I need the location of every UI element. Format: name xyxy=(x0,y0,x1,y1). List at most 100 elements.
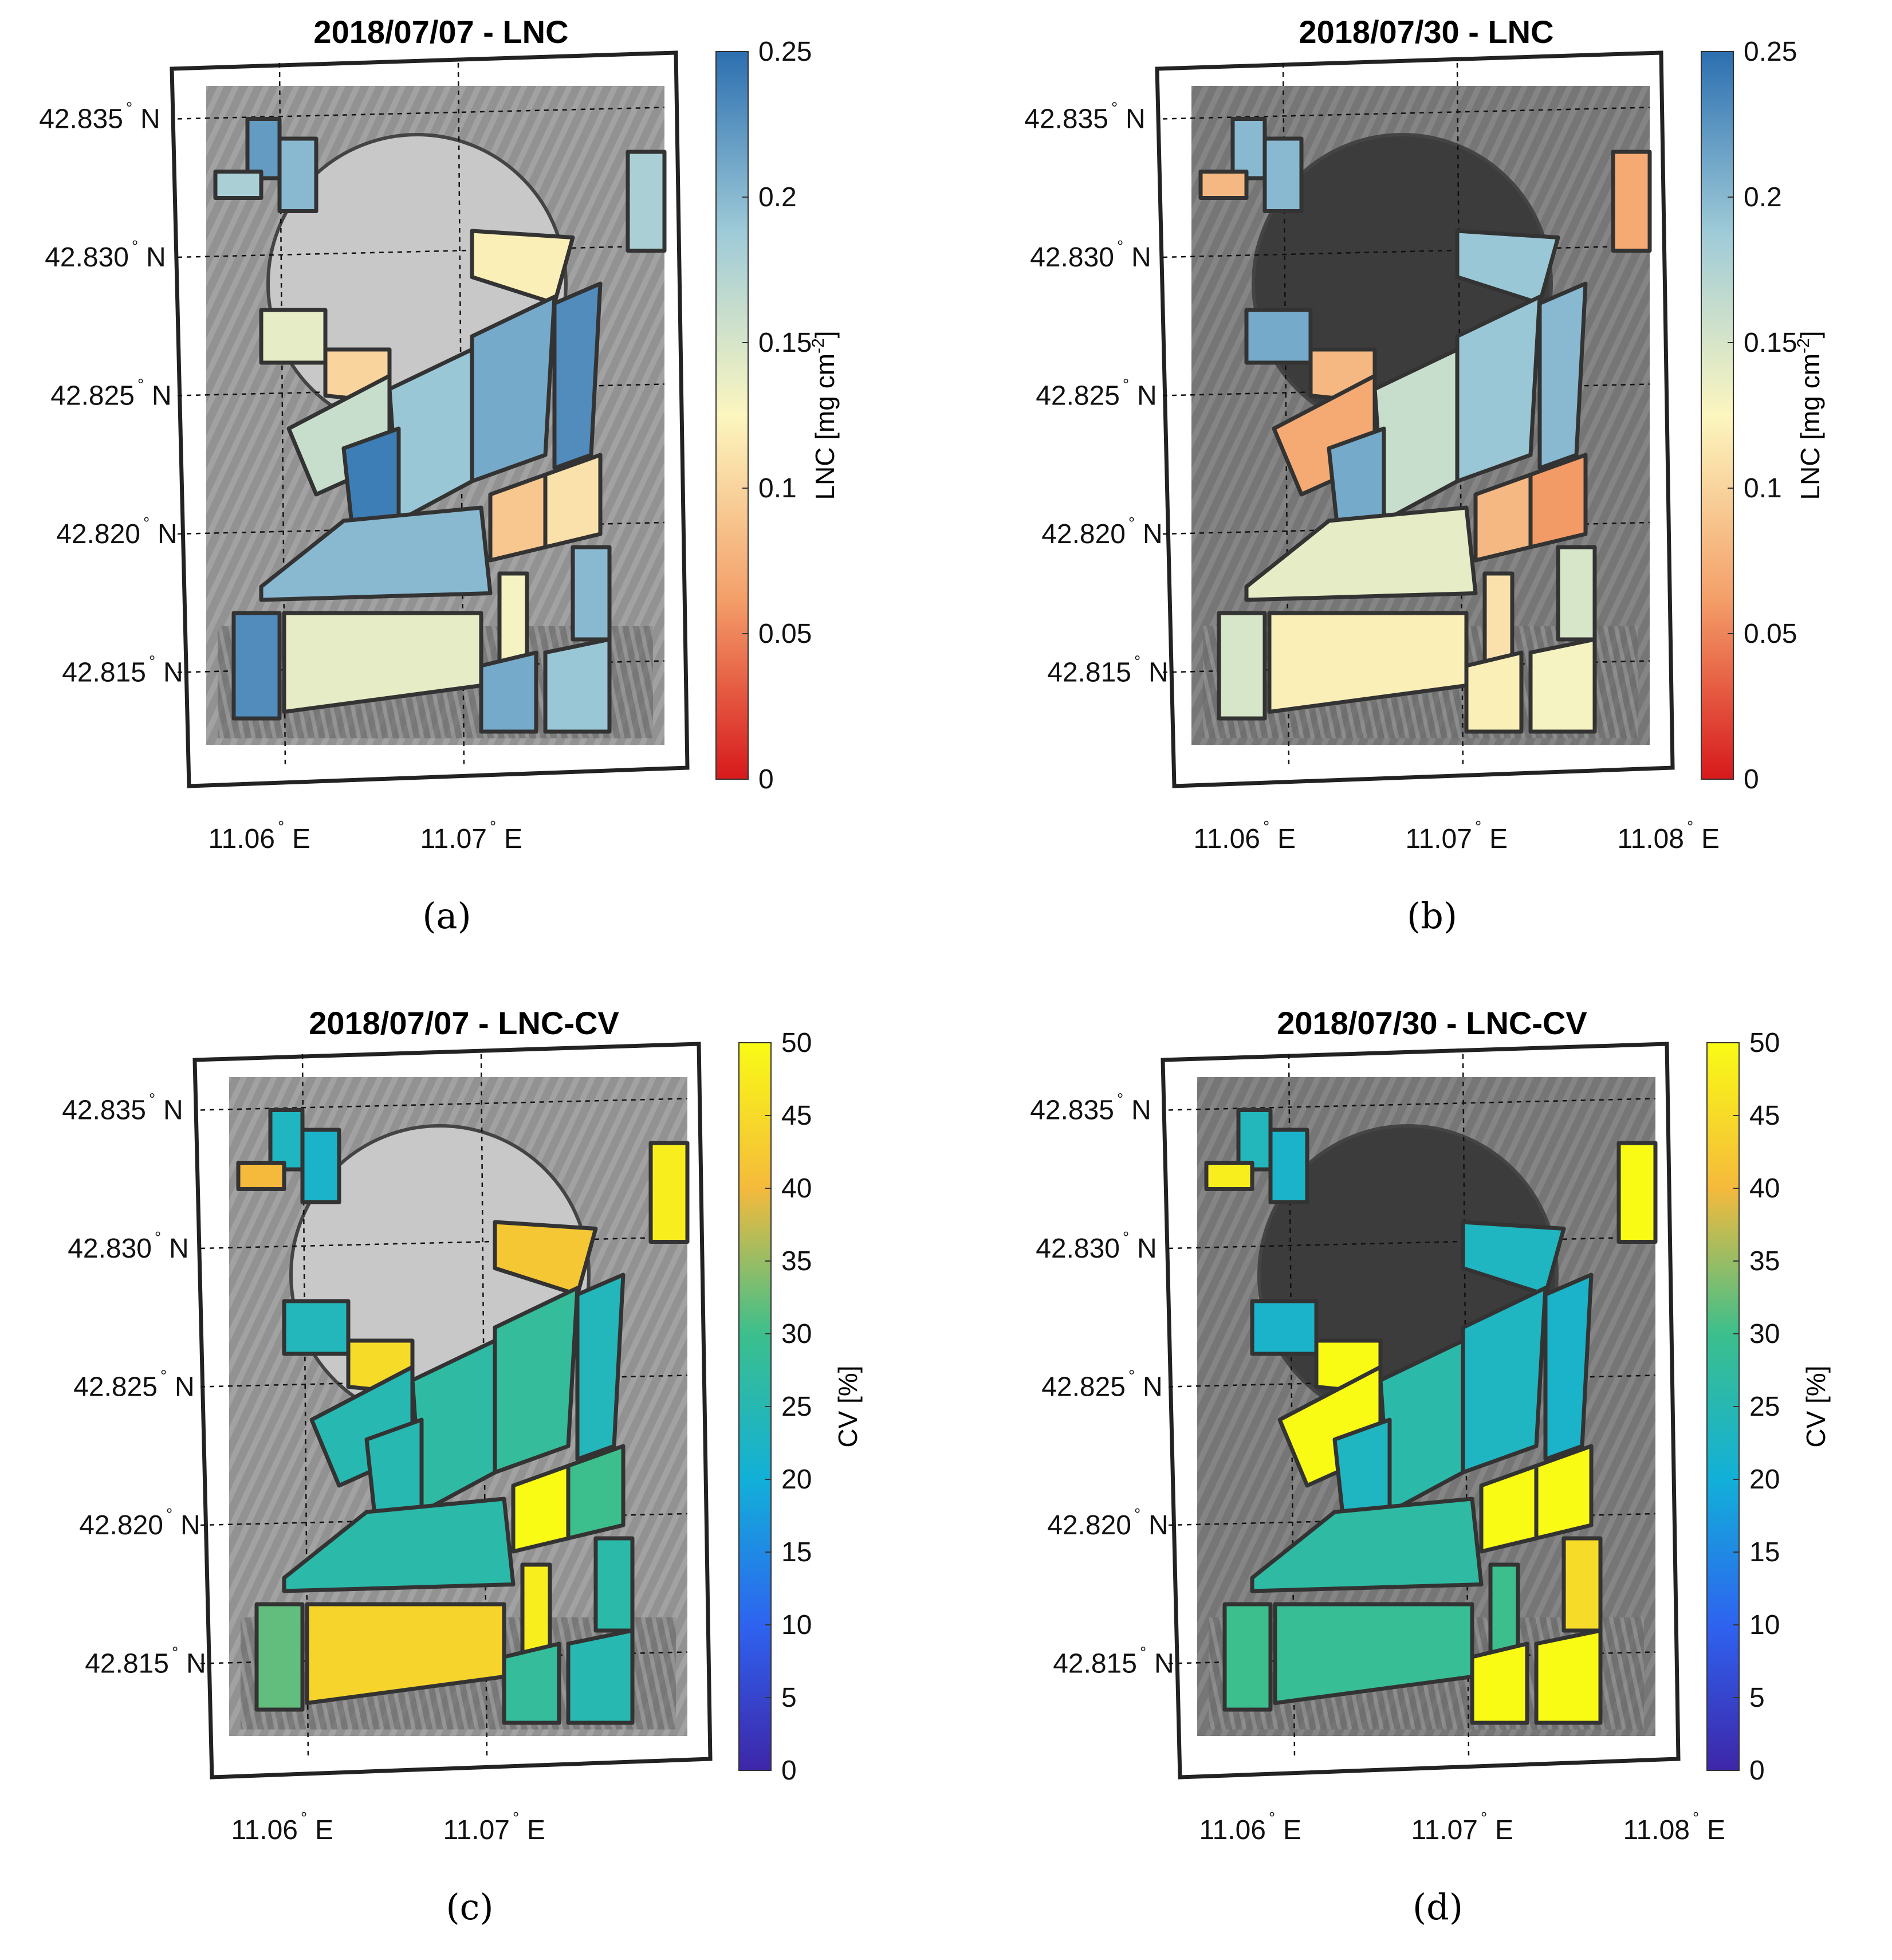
field-parcel xyxy=(1543,1272,1594,1462)
degree-symbol: ° xyxy=(1117,237,1123,255)
degree-symbol: ° xyxy=(1123,376,1129,394)
colorbar-tick-label: 0.25 xyxy=(758,37,812,67)
field-parcel xyxy=(1556,545,1597,642)
field-parcel xyxy=(566,1628,635,1725)
field-parcel xyxy=(1262,136,1304,213)
lon-tick-label: 11.06 xyxy=(208,824,275,854)
field-parcels xyxy=(1204,1108,1658,1725)
degree-symbol: ° xyxy=(1693,1809,1699,1827)
lon-suffix: E xyxy=(1283,1815,1301,1845)
lat-suffix: N xyxy=(1148,658,1169,688)
lat-suffix: N xyxy=(1131,242,1151,273)
colorbar xyxy=(1701,51,1734,780)
colorbar-tick-label: 5 xyxy=(781,1683,797,1713)
lat-suffix: N xyxy=(169,1234,189,1264)
lat-suffix: N xyxy=(1137,1234,1157,1264)
lon-tick-label: 11.08 xyxy=(1623,1815,1690,1845)
lat-tick-label: 42.825 xyxy=(1041,1372,1126,1403)
field-parcel xyxy=(648,1141,690,1244)
lat-suffix: N xyxy=(1143,1372,1163,1403)
lat-tick-label: 42.825 xyxy=(1036,381,1120,411)
panel-title: 2018/07/30 - LNC xyxy=(1299,14,1553,50)
lon-suffix: E xyxy=(315,1815,333,1845)
field-parcel xyxy=(566,1444,626,1541)
lat-tick-label: 42.815 xyxy=(85,1649,169,1679)
field-parcels xyxy=(213,117,667,734)
colorbar-tick-label: 45 xyxy=(1749,1101,1780,1131)
colorbar-tick-label: 0.2 xyxy=(1744,182,1782,213)
field-parcel xyxy=(575,1272,626,1462)
colorbar-tick-label: 30 xyxy=(1749,1319,1780,1349)
lat-tick-label: 42.815 xyxy=(1047,658,1131,688)
degree-symbol: ° xyxy=(166,1505,172,1523)
lat-suffix: N xyxy=(152,381,172,411)
field-parcel xyxy=(1222,1602,1273,1712)
lat-suffix: N xyxy=(186,1649,206,1679)
colorbar-tick-label: 50 xyxy=(1749,1028,1780,1058)
lon-tick-label: 11.07 xyxy=(420,824,487,854)
colorbar-tick-label: 0.1 xyxy=(758,473,797,504)
field-parcel xyxy=(571,545,612,642)
degree-symbol: ° xyxy=(513,1809,519,1827)
colorbar-label: LNC [mg cm-2] xyxy=(809,331,840,500)
colorbar-tick-label: 0.05 xyxy=(758,619,812,649)
lon-tick-label: 11.06 xyxy=(1199,1815,1266,1845)
field-parcel xyxy=(1464,650,1524,734)
lon-suffix: E xyxy=(292,824,310,854)
panel-caption: (d) xyxy=(1413,1886,1463,1928)
field-parcel xyxy=(479,650,538,734)
field-parcel xyxy=(626,150,667,253)
degree-symbol: ° xyxy=(149,653,155,670)
degree-symbol: ° xyxy=(301,1809,307,1827)
colorbar-tick-label: 0.25 xyxy=(1744,37,1797,67)
colorbar-tick-label: 0 xyxy=(1749,1755,1765,1786)
colorbar-tick-label: 5 xyxy=(1749,1683,1765,1713)
lat-tick-label: 42.825 xyxy=(50,381,135,411)
field-parcel xyxy=(1528,637,1597,734)
degree-symbol: ° xyxy=(1134,1505,1140,1523)
colorbar-tick-label: 0 xyxy=(758,764,774,795)
degree-symbol: ° xyxy=(155,1228,161,1246)
field-parcel xyxy=(268,1108,305,1172)
lon-tick-label: 11.07 xyxy=(443,1815,510,1845)
field-parcel xyxy=(1537,281,1588,470)
panel-caption: (b) xyxy=(1407,895,1457,937)
lat-tick-label: 42.830 xyxy=(1030,242,1114,273)
field-parcel xyxy=(259,505,493,602)
lat-suffix: N xyxy=(1148,1510,1169,1541)
field-parcel xyxy=(1470,1641,1529,1725)
lon-suffix: E xyxy=(504,824,522,854)
colorbar-tick-label: 10 xyxy=(781,1610,812,1640)
panel-title: 2018/07/07 - LNC xyxy=(313,14,568,50)
degree-symbol: ° xyxy=(1481,1809,1487,1827)
colorbar-tick-label: 40 xyxy=(1749,1173,1780,1204)
degree-symbol: ° xyxy=(1687,818,1693,835)
colorbar-label: LNC [mg cm-2] xyxy=(1794,331,1825,500)
degree-symbol: ° xyxy=(137,376,144,394)
colorbar-tick-label: 0.15 xyxy=(758,328,812,358)
degree-symbol: ° xyxy=(1134,653,1140,670)
lon-tick-label: 11.08 xyxy=(1617,824,1684,854)
colorbar-tick-label: 35 xyxy=(1749,1246,1780,1276)
lon-suffix: E xyxy=(1707,1815,1725,1845)
lon-suffix: E xyxy=(1489,824,1508,854)
field-parcel xyxy=(543,453,603,549)
lat-tick-label: 42.820 xyxy=(56,519,140,549)
field-parcel xyxy=(493,1286,580,1475)
field-parcel xyxy=(1204,1161,1254,1191)
field-parcel xyxy=(1198,170,1249,200)
colorbar-tick-label: 0.2 xyxy=(758,182,797,213)
lat-suffix: N xyxy=(163,658,183,688)
colorbar-tick-label: 0.15 xyxy=(1744,328,1797,358)
field-parcel xyxy=(1250,1496,1484,1593)
lat-tick-label: 42.815 xyxy=(1053,1649,1137,1679)
lat-suffix: N xyxy=(1137,381,1157,411)
lon-tick-label: 11.07 xyxy=(1405,824,1472,854)
field-parcel xyxy=(236,1161,286,1191)
field-parcels xyxy=(1198,117,1652,734)
lat-tick-label: 42.825 xyxy=(73,1372,158,1403)
